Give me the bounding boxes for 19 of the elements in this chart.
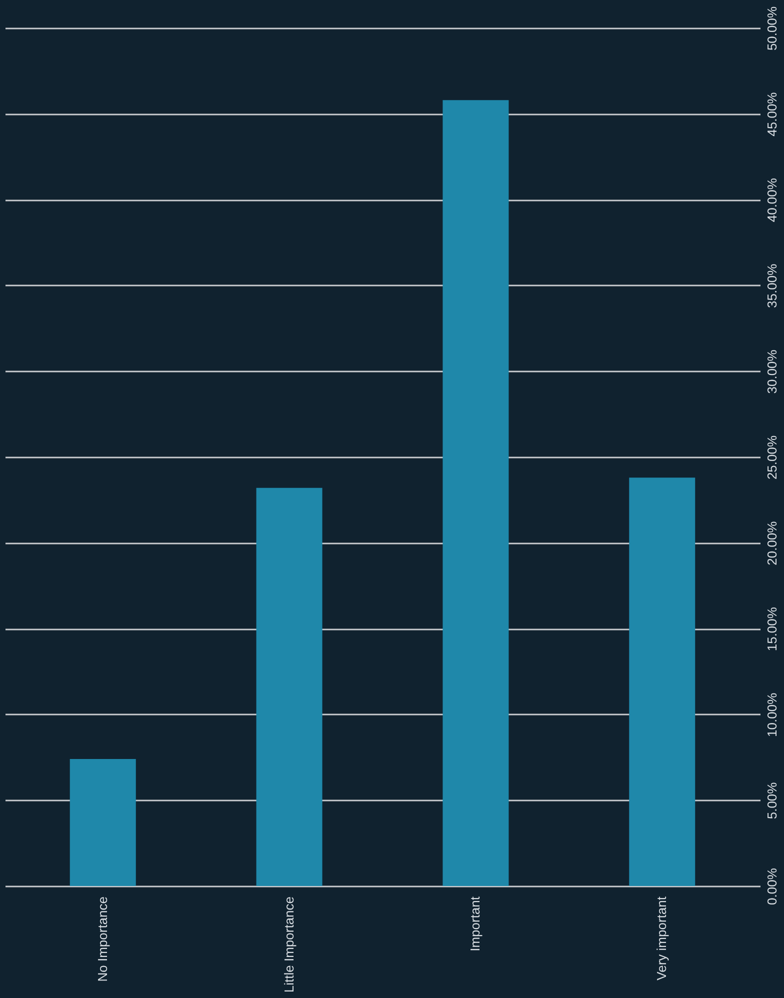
y-tick-label: 25.00%	[764, 435, 780, 480]
y-tick-label: 50.00%	[764, 6, 780, 51]
y-tick-label: 10.00%	[764, 692, 780, 737]
y-tick-label: 35.00%	[764, 263, 780, 308]
bar	[256, 488, 322, 886]
y-tick-label: 30.00%	[764, 349, 780, 394]
y-tick-label: 20.00%	[764, 520, 780, 566]
x-tick-label: No Importance	[94, 896, 110, 982]
x-tick-label: Important	[468, 896, 483, 952]
y-tick-label: 0.00%	[764, 868, 780, 905]
y-tick-label: 5.00%	[764, 782, 780, 820]
bar	[629, 478, 696, 886]
y-tick-label: 15.00%	[764, 606, 780, 652]
y-tick-label: 40.00%	[764, 178, 780, 222]
bar	[70, 759, 136, 886]
y-tick-label: 45.00%	[764, 92, 780, 136]
bar	[442, 100, 509, 886]
x-tick-label: Very important	[654, 896, 670, 980]
x-tick-label: Little Importance	[281, 896, 296, 993]
